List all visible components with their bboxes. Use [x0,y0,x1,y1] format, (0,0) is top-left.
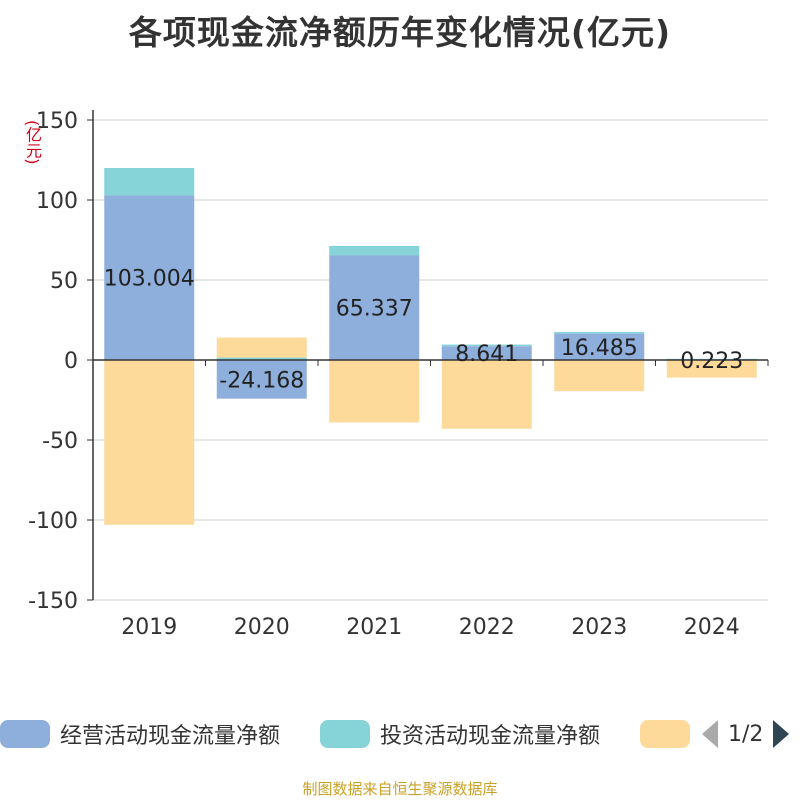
x-tick-label: 2021 [346,615,402,640]
bar-2020-series-1 [216,357,307,360]
bars [104,167,757,525]
bar-2019-series-1 [104,167,195,196]
legend-swatch-operating [0,720,50,748]
data-label: 8.641 [455,342,518,367]
y-tick-label: 150 [36,109,78,134]
bar-2019-series-0 [104,195,195,360]
y-axis-unit: (亿元) [23,120,42,165]
x-tick-label: 2019 [121,615,177,640]
data-label: 0.223 [680,349,743,374]
legend-swatch-investing [320,720,370,748]
x-tick-label: 2020 [234,615,290,640]
bar-2022-series-2 [441,360,532,429]
bar-2023-series-1 [554,332,645,334]
bar-2021-series-1 [329,245,420,256]
bar-2021-series-0 [329,255,420,360]
bar-2019-series-2 [104,360,195,525]
x-tick-label: 2023 [571,615,627,640]
y-tick-label: -100 [28,509,78,534]
bar-2022-series-1 [441,344,532,347]
y-tick-label: 0 [64,349,78,374]
bar-2024-series-1 [666,358,757,360]
x-tick-label: 2024 [684,615,740,640]
bar-2020-series-2 [216,337,307,358]
legend-swatch-financing [640,720,690,748]
data-labels: 103.004 -24.168 65.337 8.641 16.485 0.223 [104,267,743,394]
chart-title: 各项现金流净额历年变化情况(亿元) [128,13,672,52]
legend-item-operating[interactable]: 经营活动现金流量净额 [0,718,280,750]
y-tick-label: 50 [50,269,78,294]
y-tick-label: -50 [42,429,78,454]
data-label: 16.485 [561,336,638,361]
data-label: 103.004 [104,267,195,292]
legend-label-operating: 经营活动现金流量净额 [60,724,281,749]
data-source-note: 制图数据来自恒生聚源数据库 [302,780,498,798]
bar-2021-series-2 [329,360,420,423]
pager-page-number: 1/2 [728,721,764,747]
legend-pager: 1/2 [702,718,790,750]
pager-prev-icon[interactable] [702,720,718,748]
bar-2020-series-0 [216,360,307,399]
y-tick-label: -150 [28,589,78,614]
legend-item-financing[interactable] [640,718,690,750]
axes: 150 100 50 0 -50 -100 -150 2019 2020 2021 2022 2023… [28,109,769,640]
bar-2023-series-2 [554,360,645,392]
data-label: 65.337 [336,297,413,322]
pager-next-icon[interactable] [773,720,790,748]
bar-2024-series-2 [666,360,757,378]
x-tick-label: 2022 [459,615,515,640]
bar-2022-series-0 [441,346,532,360]
legend-item-investing[interactable]: 投资活动现金流量净额 [320,718,600,750]
legend-label-investing: 投资活动现金流量净额 [380,724,601,749]
y-tick-label: 100 [36,189,78,214]
bar-2023-series-0 [554,333,645,360]
data-label: -24.168 [219,368,304,393]
legend: 经营活动现金流量净额 投资活动现金流量净额 [0,718,800,752]
